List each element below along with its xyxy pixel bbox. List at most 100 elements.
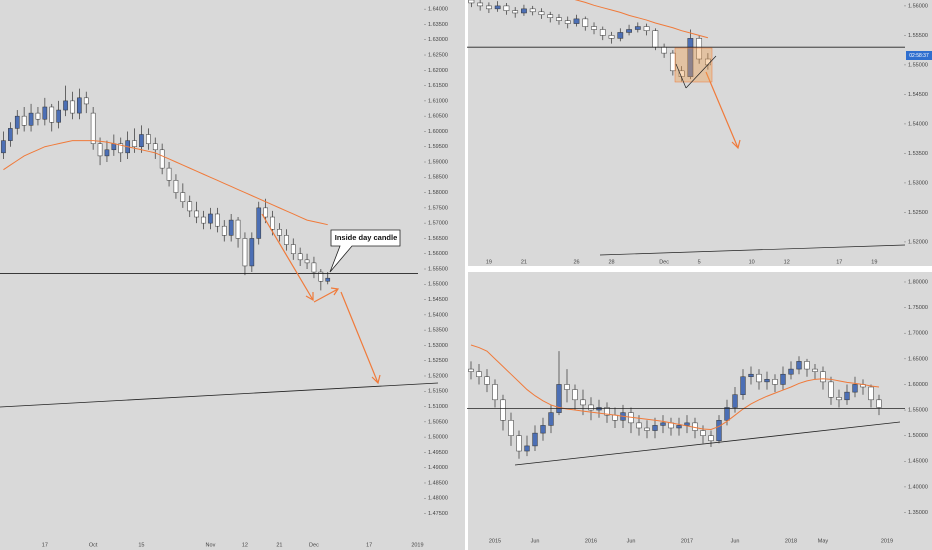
x-tick-label: 2017 <box>681 538 693 544</box>
x-tick-label: 2016 <box>585 538 597 544</box>
candle-body <box>556 384 562 413</box>
candle-body <box>318 271 324 282</box>
x-tick-label: 10 <box>749 259 755 265</box>
candle-body <box>780 373 786 385</box>
candle-body <box>503 5 510 11</box>
candle-body <box>540 425 546 434</box>
candle-body <box>573 18 580 24</box>
candle-body <box>63 100 68 111</box>
time-label: 02:58:37 <box>909 53 929 59</box>
x-tick-label: Jun <box>531 538 540 544</box>
candle-body <box>636 422 642 429</box>
y-tick-label: 1.48500 <box>428 480 448 486</box>
x-tick-label: 12 <box>242 542 248 548</box>
candle-body <box>732 394 738 408</box>
candle-body <box>194 210 199 218</box>
x-tick-label: Dec <box>659 259 669 265</box>
candle-body <box>687 38 694 77</box>
candle-body <box>77 97 82 114</box>
candle-body <box>484 376 490 385</box>
candle-body <box>582 18 589 27</box>
candle-body <box>159 149 165 169</box>
candle-body <box>468 0 475 4</box>
candle-body <box>772 379 778 385</box>
candle-body <box>764 379 770 383</box>
x-tick-label: 17 <box>836 259 842 265</box>
y-tick-label: 1.54000 <box>908 121 928 127</box>
candle-body <box>284 235 289 245</box>
candle-body <box>676 425 682 429</box>
x-tick-label: 2015 <box>489 538 501 544</box>
y-tick-label: 1.59500 <box>428 144 448 150</box>
y-tick-label: 1.54500 <box>428 297 448 303</box>
candle-body <box>716 420 722 442</box>
trendline <box>599 244 906 256</box>
candle-body <box>508 420 514 436</box>
candle-body <box>201 216 206 224</box>
candle-body <box>468 368 474 372</box>
y-tick-label: 1.52500 <box>908 210 928 216</box>
x-tick-label: 19 <box>871 259 877 265</box>
x-tick-label: Jun <box>731 538 740 544</box>
y-tick-label: 1.52000 <box>428 373 448 379</box>
trendline <box>514 421 901 466</box>
candle-body <box>564 384 570 390</box>
trendline <box>0 382 439 408</box>
candle-body <box>146 134 151 144</box>
x-tick-label: 26 <box>573 259 579 265</box>
candle-body <box>588 404 594 411</box>
triangle <box>675 55 717 89</box>
y-tick-label: 1.49000 <box>428 465 448 471</box>
candle-body <box>187 201 193 212</box>
y-tick-label: 1.56500 <box>428 236 448 242</box>
candle-body <box>270 216 275 230</box>
candle-body <box>556 17 562 21</box>
candle-body <box>660 422 666 426</box>
candle-body <box>215 213 220 227</box>
x-tick-label: May <box>818 538 829 544</box>
candle-body <box>486 5 492 10</box>
candle-body <box>700 430 706 436</box>
y-tick-label: 1.58500 <box>428 175 448 181</box>
candle-body <box>516 435 522 452</box>
annotation: Inside day candle <box>329 229 401 273</box>
candle-body <box>104 149 110 157</box>
candle-body <box>242 238 248 267</box>
y-tick-label: 1.40000 <box>908 484 928 490</box>
y-tick-label: 1.63500 <box>428 22 448 28</box>
candle-body <box>476 371 482 378</box>
candle-body <box>643 26 650 31</box>
x-tick-label: 2018 <box>785 538 797 544</box>
candle-body <box>580 399 586 406</box>
candle-body <box>263 207 268 218</box>
y-tick-label: 1.65000 <box>908 356 928 362</box>
candle-body <box>748 373 754 378</box>
candle-body <box>28 112 34 126</box>
y-tick-label: 1.50000 <box>428 435 448 441</box>
y-tick-label: 1.49500 <box>428 450 448 456</box>
y-tick-label: 1.59000 <box>428 159 448 165</box>
highlight-box <box>674 47 713 83</box>
x-tick-label: 28 <box>608 259 614 265</box>
candle-body <box>8 128 13 141</box>
x-tick-label: 12 <box>784 259 790 265</box>
candle-body <box>256 207 262 239</box>
y-tick-label: 1.70000 <box>908 331 928 337</box>
candle-body <box>644 427 650 431</box>
y-tick-label: 1.50000 <box>908 433 928 439</box>
y-tick-label: 1.55500 <box>908 33 928 39</box>
candle-body <box>844 391 850 401</box>
y-tick-label: 1.62500 <box>428 52 448 58</box>
candle-body <box>132 140 137 147</box>
y-tick-label: 1.53500 <box>428 328 448 334</box>
candle-body <box>297 253 303 261</box>
x-tick-label: 19 <box>486 259 492 265</box>
x-tick-label: 21 <box>276 542 282 548</box>
candle-body <box>180 192 186 202</box>
candle-body <box>796 361 802 370</box>
candle-body <box>661 46 667 54</box>
y-tick-label: 1.55500 <box>428 266 448 272</box>
y-tick-label: 1.35000 <box>908 510 928 516</box>
candle-body <box>876 399 882 408</box>
x-tick-label: 2019 <box>411 542 423 548</box>
